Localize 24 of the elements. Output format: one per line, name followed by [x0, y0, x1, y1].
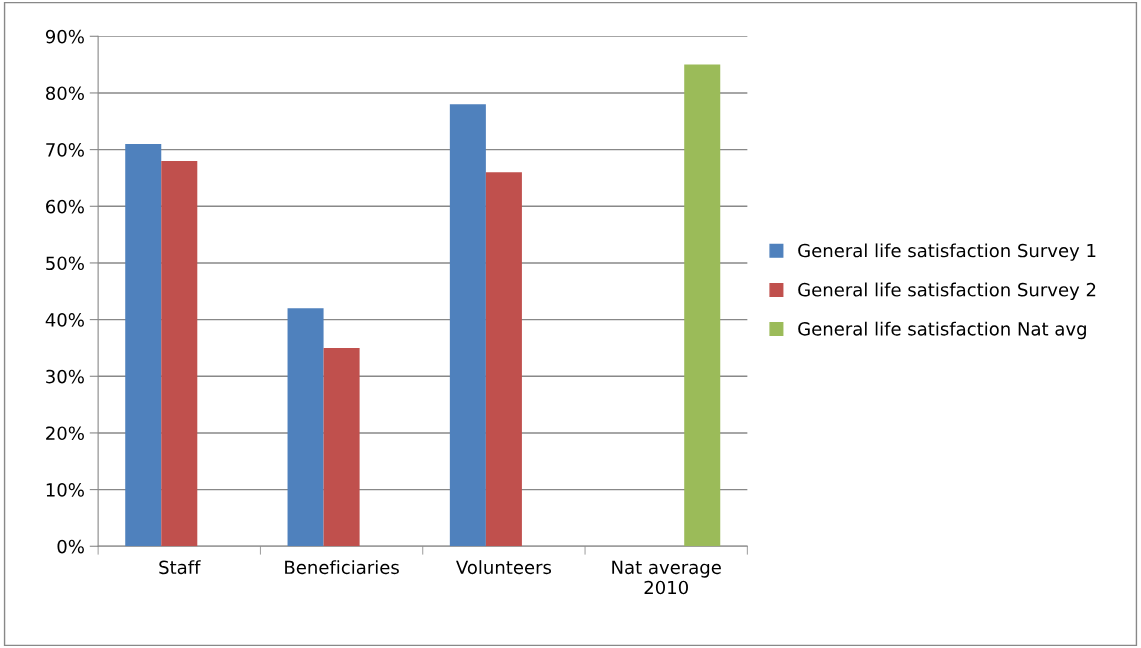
- y-tick-label: 30%: [46, 369, 84, 384]
- x-tick-label: Volunteers: [456, 560, 552, 575]
- bar: [449, 104, 486, 547]
- bar: [323, 347, 360, 547]
- legend-label: General life satisfaction Survey 1: [798, 243, 1096, 261]
- bar: [485, 172, 522, 547]
- x-tick-label: Staff: [159, 560, 201, 575]
- y-tick-label: 90%: [45, 29, 84, 44]
- bar: [684, 64, 721, 547]
- y-tick-label: 70%: [46, 143, 84, 157]
- y-tick-label: 60%: [46, 199, 84, 214]
- y-tick-label: 0%: [57, 539, 84, 554]
- x-tick-label: Nat average 2010: [612, 560, 721, 595]
- y-tick-label: 50%: [46, 256, 84, 271]
- y-tick-label: 20%: [46, 426, 84, 441]
- y-tick-label: 80%: [46, 86, 84, 101]
- bar: [125, 143, 162, 547]
- bar: [161, 160, 198, 547]
- legend-label: General life satisfaction Survey 2: [798, 282, 1096, 301]
- x-tick-label: Beneficiaries: [285, 560, 399, 575]
- y-tick-label: 40%: [45, 313, 84, 327]
- bar: [287, 308, 324, 547]
- y-tick-label: 10%: [46, 483, 84, 497]
- legend-label: General life satisfaction Nat avg: [798, 321, 1086, 340]
